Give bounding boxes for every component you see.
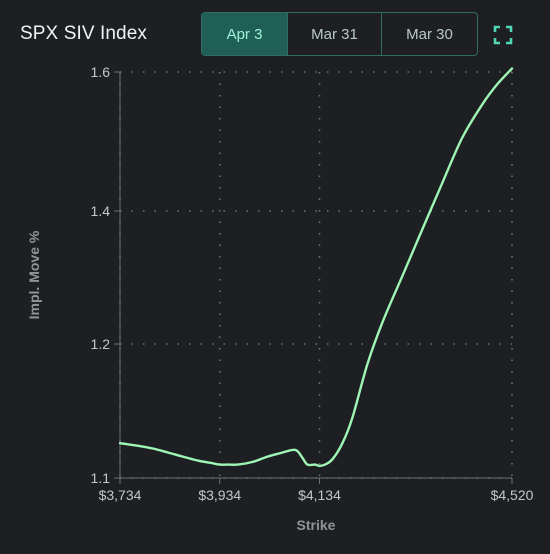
y-tick-label: 1.2 (91, 336, 111, 352)
date-tabs: Apr 3 Mar 31 Mar 30 (201, 12, 478, 56)
x-tick-label: $4,520 (491, 487, 534, 503)
x-axis-title: Strike (297, 517, 336, 533)
page-title: SPX SIV Index (20, 23, 147, 44)
y-tick-label: 1.1 (91, 470, 111, 486)
x-tick-label: $3,734 (99, 487, 142, 503)
x-tick-label: $3,934 (198, 487, 241, 503)
y-tick-label: 1.4 (91, 203, 111, 219)
tab-mar-30[interactable]: Mar 30 (406, 25, 453, 43)
y-axis-title: Impl. Move % (26, 230, 42, 319)
x-tick-label: $4,134 (298, 487, 341, 503)
tab-mar-31[interactable]: Mar 31 (288, 13, 382, 55)
expand-icon[interactable] (492, 24, 514, 46)
tab-apr-3[interactable]: Apr 3 (202, 13, 288, 55)
expand-icon-glyph (493, 25, 513, 45)
y-tick-label: 1.6 (91, 64, 111, 80)
series-line (118, 67, 514, 468)
